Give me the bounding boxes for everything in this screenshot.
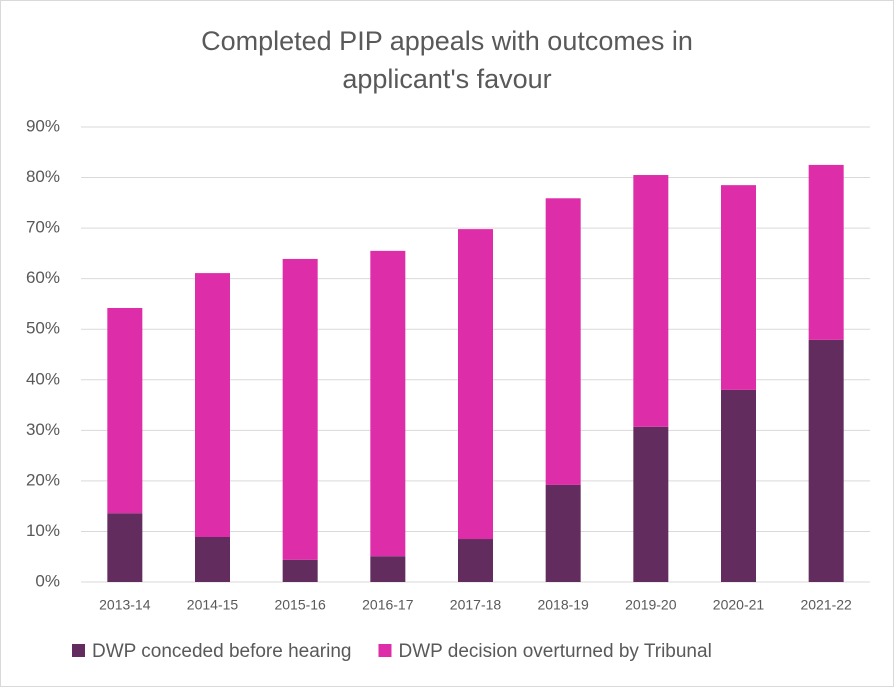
- bar-segment: [458, 229, 493, 540]
- y-tick-label: 0%: [35, 571, 60, 590]
- bar-segment: [282, 258, 318, 560]
- y-tick-label: 10%: [26, 521, 60, 540]
- x-tick-label: 2015-16: [274, 597, 326, 613]
- bar-segment: [195, 537, 230, 582]
- bar-segment: [721, 185, 756, 390]
- y-tick-label: 90%: [26, 116, 60, 135]
- legend-swatch: [378, 644, 392, 657]
- bar-segment: [721, 389, 756, 582]
- x-tick-label: 2016-17: [362, 597, 414, 613]
- bar-segment: [633, 175, 669, 427]
- bar-segment: [633, 426, 669, 582]
- bar-segment: [808, 339, 844, 582]
- bar-segment: [808, 164, 844, 340]
- y-tick-label: 80%: [26, 167, 60, 186]
- chart-title: Completed PIP appeals with outcomes in a…: [201, 26, 693, 94]
- bar-segment: [370, 556, 406, 582]
- bar-segment: [370, 250, 406, 557]
- y-tick-label: 30%: [26, 420, 60, 439]
- x-tick-label: 2018-19: [537, 597, 589, 613]
- y-tick-label: 60%: [26, 268, 60, 287]
- bar-segment: [545, 198, 581, 485]
- bar-segment: [282, 559, 318, 582]
- x-tick-label: 2020-21: [713, 597, 765, 613]
- x-tick-label: 2021-22: [800, 597, 852, 613]
- legend-swatch: [72, 644, 85, 657]
- x-tick-label: 2014-15: [187, 597, 239, 613]
- x-tick-label: 2013-14: [99, 597, 151, 613]
- y-tick-label: 40%: [26, 369, 60, 388]
- y-tick-label: 50%: [26, 319, 60, 338]
- legend-label: DWP conceded before hearing: [92, 641, 351, 662]
- bar-segment: [107, 307, 143, 514]
- y-tick-label: 20%: [26, 470, 60, 489]
- legend-label: DWP decision overturned by Tribunal: [398, 641, 711, 662]
- x-tick-label: 2017-18: [450, 597, 502, 613]
- bar-segment: [107, 513, 143, 582]
- y-tick-label: 70%: [26, 218, 60, 237]
- bar-segment: [195, 273, 230, 538]
- bar-segment: [458, 539, 493, 582]
- bar-segment: [545, 484, 581, 582]
- x-tick-label: 2019-20: [625, 597, 677, 613]
